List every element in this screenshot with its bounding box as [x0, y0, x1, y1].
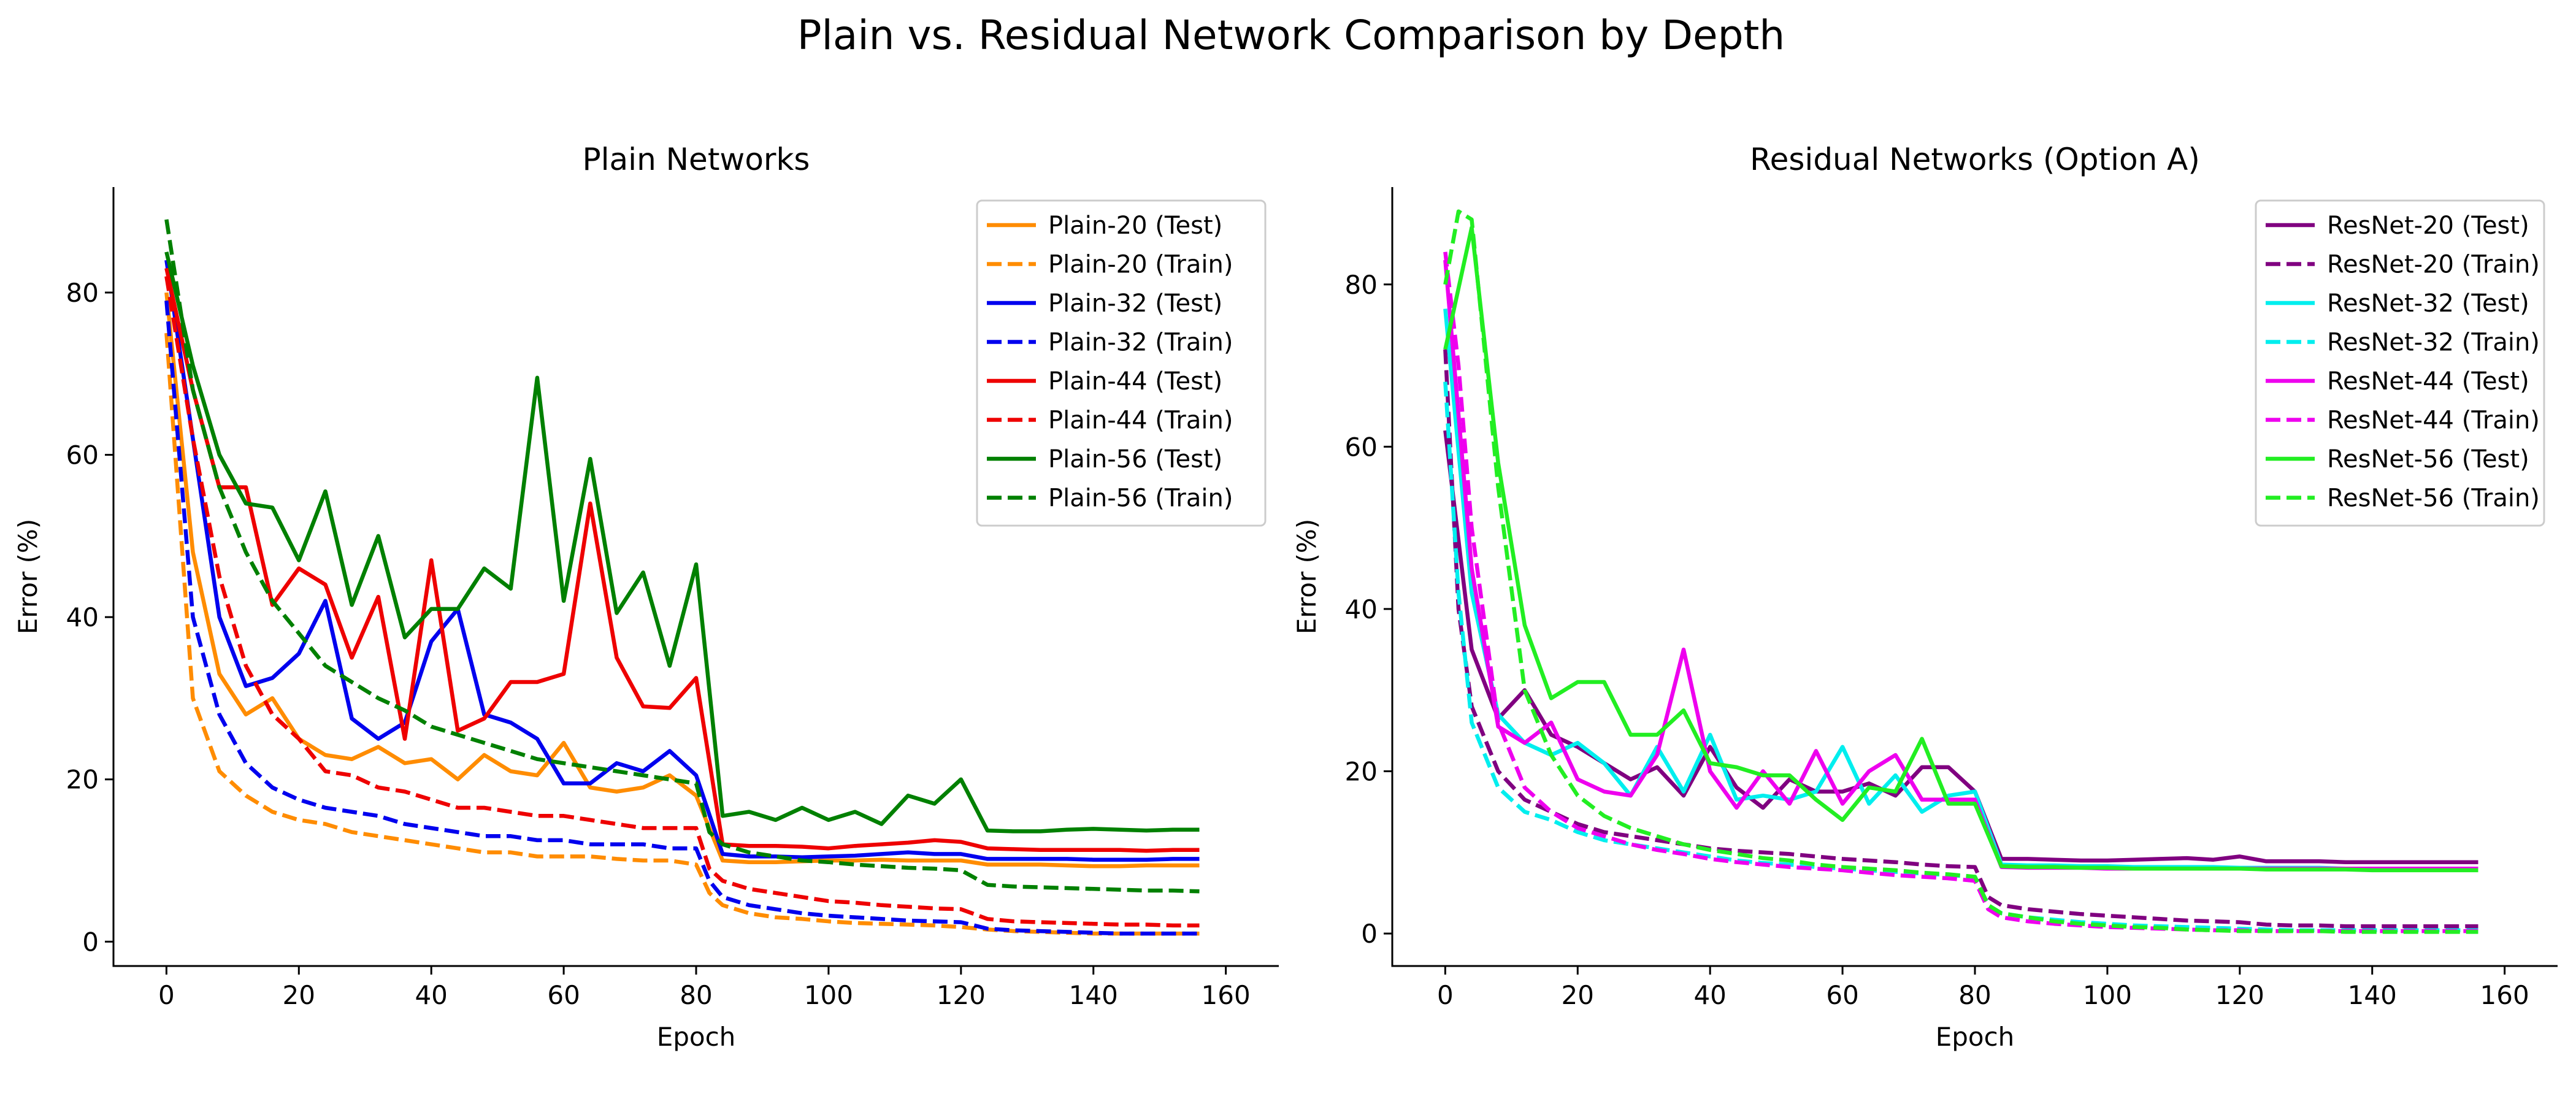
- plain-axis-ticks: 0 20 40 60 80 100 120 140 160 0 20 40 60 80: [66, 278, 1251, 1010]
- legend-label-plain-56-test: Plain-56 (Test): [1048, 445, 1222, 473]
- series-line-plain-44-train: [164, 275, 1200, 928]
- series-line-resnet-32-train: [1443, 381, 2478, 933]
- series-line-resnet-20-train: [1443, 349, 2478, 929]
- figure-title: Plain vs. Residual Network Comparison by…: [797, 12, 1785, 59]
- residual-axes-spines: [1391, 187, 2558, 967]
- legend-label-resnet-56-test: ResNet-56 (Test): [2327, 445, 2529, 473]
- residual-networks-panel: Residual Networks (Option A) Epoch Error…: [1292, 142, 2558, 1052]
- residual-x-tick-label: 60: [1826, 980, 1858, 1010]
- residual-x-tick-label: 120: [2215, 980, 2264, 1010]
- plain-x-tick-label: 0: [158, 980, 175, 1010]
- residual-x-tick-label: 20: [1562, 980, 1594, 1010]
- residual-y-tick-label: 40: [1345, 594, 1378, 624]
- residual-y-tick-label: 20: [1345, 757, 1378, 787]
- series-line-plain-20-test: [164, 292, 1200, 868]
- series-line-plain-44-test: [164, 267, 1200, 853]
- plain-y-tick-label: 20: [66, 765, 99, 795]
- plain-y-axis-label: Error (%): [13, 519, 43, 634]
- legend-label-resnet-56-train: ResNet-56 (Train): [2327, 485, 2540, 513]
- legend-label-resnet-20-train: ResNet-20 (Train): [2327, 251, 2540, 279]
- residual-y-tick-label: 0: [1361, 919, 1378, 949]
- legend-label-plain-32-test: Plain-32 (Test): [1048, 289, 1222, 318]
- plain-networks-panel: Plain Networks Epoch Error (%) 0 20 40 60 80…: [13, 142, 1279, 1052]
- plain-y-tick-label: 40: [66, 602, 99, 632]
- series-line-resnet-44-train: [1443, 251, 2478, 933]
- series-line-plain-32-test: [164, 259, 1200, 862]
- legend-label-plain-44-test: Plain-44 (Test): [1048, 367, 1222, 396]
- plain-x-tick-label: 80: [680, 980, 712, 1010]
- legend-label-resnet-32-test: ResNet-32 (Test): [2327, 289, 2529, 318]
- series-line-resnet-56-test: [1443, 225, 2478, 873]
- legend-label-plain-32-train: Plain-32 (Train): [1048, 329, 1233, 357]
- residual-x-tick-label: 100: [2083, 980, 2132, 1010]
- residual-x-axis-label: Epoch: [1936, 1022, 2015, 1052]
- plain-x-tick-label: 160: [1202, 980, 1251, 1010]
- residual-series-lines: [1443, 209, 2478, 934]
- residual-networks-title: Residual Networks (Option A): [1750, 142, 2200, 177]
- plain-y-tick-label: 0: [82, 927, 99, 957]
- series-line-plain-20-train: [164, 332, 1200, 936]
- plain-x-tick-label: 40: [415, 980, 447, 1010]
- legend-label-resnet-44-train: ResNet-44 (Train): [2327, 407, 2540, 435]
- legend-label-plain-56-train: Plain-56 (Train): [1048, 485, 1233, 513]
- legend-label-resnet-20-test: ResNet-20 (Test): [2327, 212, 2529, 240]
- plain-x-axis-label: Epoch: [657, 1022, 736, 1052]
- residual-x-tick-label: 160: [2480, 980, 2529, 1010]
- plain-x-tick-label: 140: [1069, 980, 1118, 1010]
- residual-x-tick-label: 140: [2348, 980, 2397, 1010]
- series-line-resnet-56-train: [1443, 209, 2478, 934]
- residual-y-tick-label: 60: [1345, 432, 1378, 462]
- residual-legend: ResNet-20 (Test) ResNet-20 (Train) ResNet-…: [2255, 199, 2545, 527]
- plain-x-tick-label: 20: [283, 980, 315, 1010]
- legend-label-resnet-32-train: ResNet-32 (Train): [2327, 329, 2540, 357]
- residual-axis-ticks: 0 20 40 60 80 100 120 140 160 0 20 40 60 80: [1345, 270, 2529, 1010]
- series-line-plain-32-train: [164, 300, 1200, 936]
- residual-x-tick-label: 80: [1958, 980, 1991, 1010]
- plain-x-tick-label: 60: [547, 980, 580, 1010]
- plain-legend-frame: [976, 199, 1267, 527]
- plain-y-tick-label: 80: [66, 278, 99, 308]
- plain-legend: Plain-20 (Test) Plain-20 (Train) Plain-32 …: [976, 199, 1267, 527]
- residual-x-tick-label: 0: [1437, 980, 1454, 1010]
- legend-label-resnet-44-test: ResNet-44 (Test): [2327, 367, 2529, 396]
- series-line-plain-56-test: [164, 251, 1200, 834]
- series-line-resnet-20-test: [1443, 430, 2478, 864]
- plain-series-lines: [164, 219, 1200, 936]
- plain-x-tick-label: 100: [804, 980, 853, 1010]
- legend-label-plain-20-train: Plain-20 (Train): [1048, 251, 1233, 279]
- residual-y-axis-label: Error (%): [1292, 519, 1322, 634]
- series-line-plain-56-train: [164, 219, 1200, 894]
- plain-axes-spines: [112, 187, 1279, 967]
- legend-label-plain-20-test: Plain-20 (Test): [1048, 212, 1222, 240]
- legend-label-plain-44-train: Plain-44 (Train): [1048, 407, 1233, 435]
- residual-x-tick-label: 40: [1693, 980, 1726, 1010]
- plain-y-tick-label: 60: [66, 440, 99, 470]
- residual-y-tick-label: 80: [1345, 270, 1378, 300]
- plain-x-tick-label: 120: [937, 980, 986, 1010]
- plain-networks-title: Plain Networks: [583, 142, 810, 177]
- residual-legend-frame: [2255, 199, 2545, 527]
